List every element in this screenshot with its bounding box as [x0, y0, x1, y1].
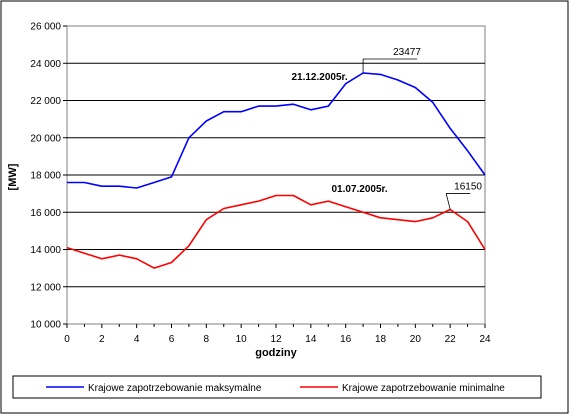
y-tick-label: 14 000	[30, 245, 61, 256]
x-tick-label: 8	[204, 334, 210, 345]
series-line-max	[67, 72, 486, 189]
y-axis-ticks: 10 000 12 000 14 000 16 000 18 000 20 000 22 0…	[30, 22, 67, 331]
x-tick-label: 6	[169, 334, 175, 345]
y-axis-label: [MW]	[7, 163, 19, 190]
x-tick-label: 24	[479, 334, 491, 345]
date-annotation: 21.12.2005r.	[291, 72, 347, 83]
y-tick-label: 18 000	[30, 171, 61, 182]
legend-label-max: Krajowe zapotrzebowanie maksymalne	[88, 383, 262, 394]
callout-label: 16150	[454, 181, 482, 192]
y-tick-label: 22 000	[30, 96, 61, 107]
y-tick-label: 16 000	[30, 208, 61, 219]
x-axis-label: godziny	[255, 347, 297, 359]
legend-box	[12, 375, 542, 399]
x-tick-label: 4	[134, 334, 140, 345]
x-axis-ticks: 0 2 4 6 8 10 12 14 16 18 20 22 24	[64, 324, 491, 345]
y-tick-label: 26 000	[30, 22, 61, 33]
series-line-min	[66, 194, 486, 269]
x-tick-label: 2	[99, 334, 105, 345]
y-tick-label: 20 000	[30, 133, 61, 144]
x-tick-label: 0	[64, 334, 70, 345]
x-tick-label: 14	[305, 334, 317, 345]
x-tick-label: 22	[445, 334, 457, 345]
y-tick-label: 12 000	[30, 282, 61, 293]
y-tick-label: 10 000	[30, 320, 61, 331]
legend: Krajowe zapotrzebowanie maksymalne Krajo…	[12, 375, 542, 399]
annotations: 21.12.2005r. 01.07.2005r. 23477 16150	[291, 47, 482, 210]
callout-leader	[445, 193, 451, 210]
callout-label: 23477	[393, 47, 421, 58]
gridlines	[67, 62, 485, 288]
x-tick-label: 12	[270, 334, 282, 345]
y-tick-label: 24 000	[30, 59, 61, 70]
series-lines	[66, 72, 486, 269]
legend-label-min: Krajowe zapotrzebowanie minimalne	[342, 383, 505, 394]
x-tick-label: 16	[340, 334, 352, 345]
x-tick-label: 20	[410, 334, 422, 345]
x-tick-label: 10	[236, 334, 248, 345]
date-annotation: 01.07.2005r.	[332, 184, 388, 195]
x-tick-label: 18	[375, 334, 387, 345]
